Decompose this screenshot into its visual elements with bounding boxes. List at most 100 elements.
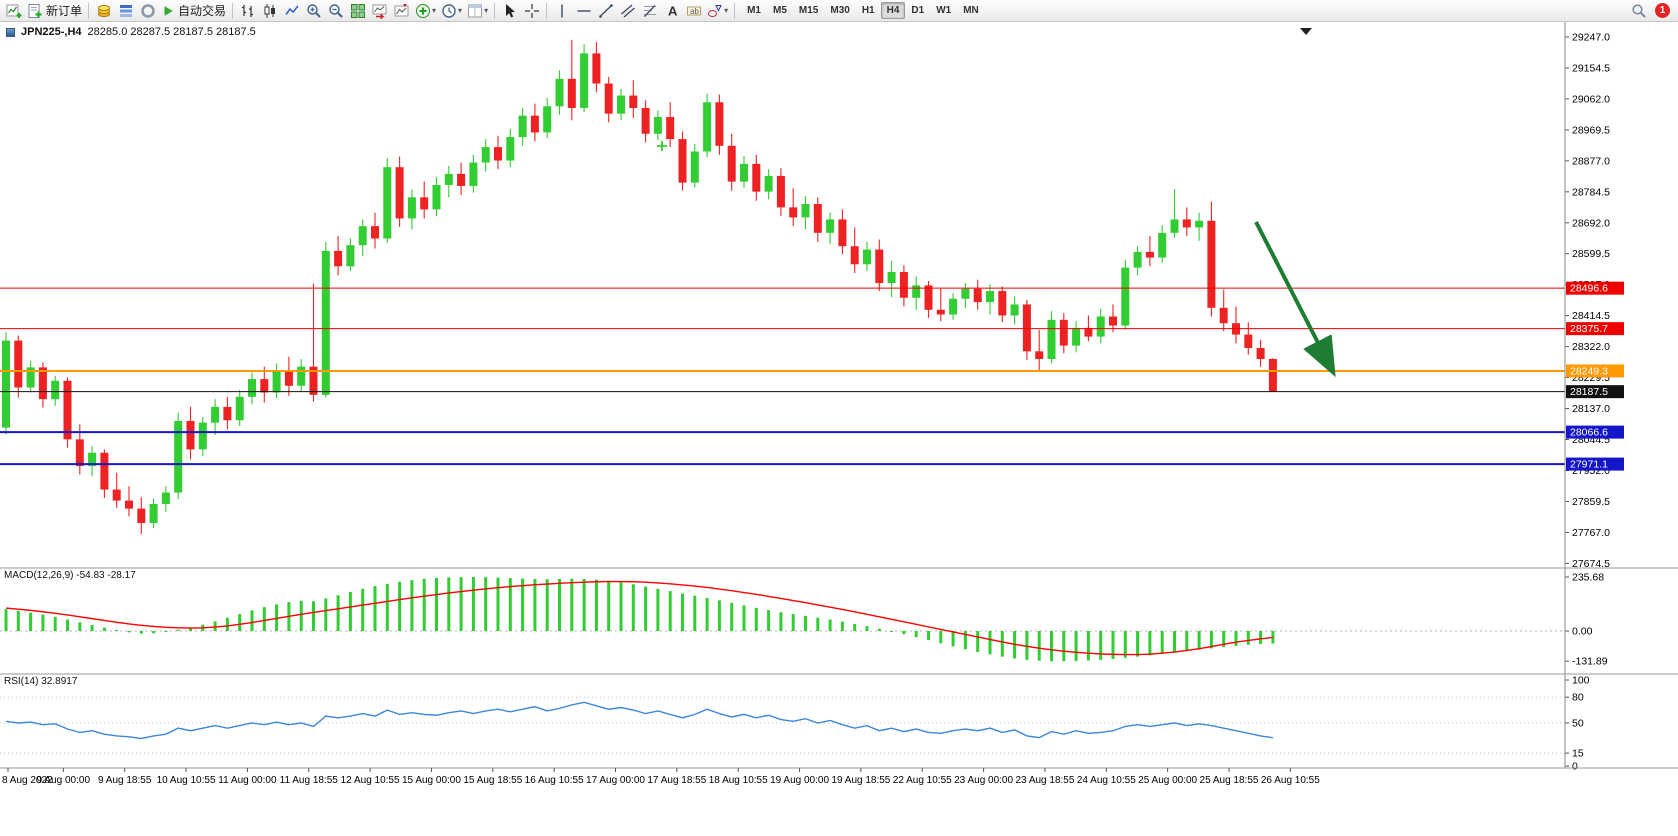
cursor-tool-button[interactable]	[499, 1, 520, 20]
svg-text:80: 80	[1572, 692, 1584, 704]
svg-text:25 Aug 18:55: 25 Aug 18:55	[1200, 775, 1259, 786]
new-order-button[interactable]: 新订单	[25, 1, 84, 20]
toolbar-separator	[734, 2, 736, 19]
svg-text:12 Aug 10:55: 12 Aug 10:55	[341, 775, 400, 786]
data-window-button[interactable]	[137, 1, 158, 20]
svg-text:29247.0: 29247.0	[1572, 32, 1610, 44]
fibonacci-tool-button[interactable]	[639, 1, 660, 20]
tile-windows-icon	[350, 3, 365, 18]
clock-icon	[442, 3, 456, 18]
zoom-in-button[interactable]	[303, 1, 324, 20]
line-chart-type-button[interactable]	[281, 1, 302, 20]
new-chart-button[interactable]	[3, 1, 24, 20]
svg-text:27859.5: 27859.5	[1572, 496, 1610, 508]
svg-text:28599.5: 28599.5	[1572, 248, 1610, 260]
horizontal-level-lines[interactable]	[0, 287, 1565, 466]
symbols-button[interactable]	[93, 1, 114, 20]
timeframe-button-m15[interactable]: M15	[798, 5, 819, 16]
bar-chart-type-button[interactable]	[237, 1, 258, 20]
timeframe-button-m5[interactable]: M5	[773, 5, 787, 16]
market-watch-icon	[119, 4, 132, 17]
new-order-label: 新订单	[46, 4, 83, 18]
text-tool-button[interactable]: A	[661, 1, 682, 20]
svg-text:28496.6: 28496.6	[1570, 283, 1608, 295]
chart-shift-button[interactable]	[391, 1, 412, 20]
svg-text:17 Aug 18:55: 17 Aug 18:55	[647, 775, 706, 786]
rsi-indicator-pane: 100 80 50 150	[0, 675, 1590, 773]
timeframe-button-d1[interactable]: D1	[911, 5, 925, 16]
svg-text:19 Aug 00:00: 19 Aug 00:00	[770, 775, 829, 786]
toolbar-separator	[546, 2, 548, 19]
svg-text:0.00: 0.00	[1572, 626, 1593, 638]
chart-area[interactable]: 29247.0 29154.5 29062.0 28969.5 28877.0 28784…	[0, 22, 1678, 836]
svg-text:11 Aug 00:00: 11 Aug 00:00	[218, 775, 277, 786]
svg-text:16 Aug 10:55: 16 Aug 10:55	[525, 775, 584, 786]
svg-text:26 Aug 10:55: 26 Aug 10:55	[1261, 775, 1320, 786]
cursor-icon	[505, 3, 515, 17]
chevron-down-icon: ▾	[458, 6, 463, 15]
timeframe-button-h4[interactable]: H4	[880, 2, 906, 19]
autotrading-label: 自动交易	[178, 4, 227, 18]
timeframe-button-m30[interactable]: M30	[830, 5, 850, 16]
macd-indicator-pane: 235.68 0.00 -131.89	[0, 572, 1608, 668]
vertical-line-tool-button[interactable]	[551, 1, 572, 20]
timeframe-button-m1[interactable]: M1	[747, 5, 761, 16]
candlestick-type-button[interactable]	[259, 1, 280, 20]
notification-badge[interactable]: 1	[1655, 3, 1670, 18]
trend-arrow-annotation[interactable]	[1254, 221, 1336, 378]
toolbar-separator	[232, 2, 234, 19]
zoom-out-button[interactable]	[325, 1, 346, 20]
macd-name: MACD(12,26,9)	[4, 570, 74, 581]
templates-button: ▾	[465, 1, 490, 20]
tile-windows-button[interactable]	[347, 1, 368, 20]
timeframe-button-w1[interactable]: W1	[936, 5, 952, 16]
timeframe-button-h1[interactable]: H1	[861, 5, 875, 16]
ohlc-bars-icon	[241, 4, 253, 17]
indicators-button[interactable]: ▾	[413, 1, 438, 20]
auto-scroll-icon	[372, 4, 387, 19]
trendline-tool-button[interactable]	[595, 1, 616, 20]
horizontal-line-tool-button[interactable]	[573, 1, 594, 20]
drawn-annotations[interactable]	[657, 28, 1336, 378]
data-window-icon	[140, 3, 155, 18]
svg-text:24 Aug 10:55: 24 Aug 10:55	[1077, 775, 1136, 786]
autotrading-button[interactable]: 自动交易	[159, 1, 228, 20]
macd-values: -54.83 -28.17	[76, 570, 136, 581]
svg-text:10 Aug 10:55: 10 Aug 10:55	[157, 775, 216, 786]
crosshair-icon	[524, 3, 539, 18]
svg-text:11 Aug 18:55: 11 Aug 18:55	[280, 775, 339, 786]
price-axis-labels[interactable]: 29247.0 29154.5 29062.0 28969.5 28877.0 28784…	[1572, 32, 1610, 570]
svg-text:-131.89: -131.89	[1572, 656, 1608, 668]
svg-text:100: 100	[1572, 675, 1590, 687]
svg-text:27767.0: 27767.0	[1572, 527, 1610, 539]
periods-button[interactable]: ▾	[439, 1, 464, 20]
svg-text:8 Aug 2022: 8 Aug 2022	[2, 775, 53, 786]
svg-text:27674.5: 27674.5	[1572, 558, 1610, 570]
svg-text:A: A	[668, 3, 678, 18]
rsi-name: RSI(14)	[4, 676, 39, 687]
new-chart-icon	[6, 4, 21, 18]
label-tool-button[interactable]: ab	[683, 1, 704, 20]
horizontal-line-icon	[577, 9, 591, 12]
svg-text:23 Aug 18:55: 23 Aug 18:55	[1015, 775, 1074, 786]
svg-text:17 Aug 00:00: 17 Aug 00:00	[586, 775, 645, 786]
chart-canvas[interactable]: 29247.0 29154.5 29062.0 28969.5 28877.0 28784…	[0, 22, 1678, 836]
search-button[interactable]	[1628, 1, 1649, 20]
svg-text:28249.3: 28249.3	[1570, 365, 1608, 377]
chevron-down-icon: ▾	[432, 6, 437, 15]
svg-text:28187.5: 28187.5	[1570, 386, 1608, 398]
chart-title: JPN225-,H4 28285.0 28287.5 28187.5 28187…	[6, 26, 256, 38]
timeframe-button-mn[interactable]: MN	[963, 5, 979, 16]
cross-marker-annotation[interactable]	[657, 141, 667, 151]
auto-scroll-button[interactable]	[369, 1, 390, 20]
svg-text:ab: ab	[690, 6, 699, 15]
chart-shift-icon	[394, 3, 409, 16]
rsi-label: RSI(14) 32.8917	[4, 676, 77, 687]
crosshair-tool-button[interactable]	[521, 1, 542, 20]
svg-text:9 Aug 18:55: 9 Aug 18:55	[98, 775, 152, 786]
channel-tool-button[interactable]	[617, 1, 638, 20]
timeframe-group: M1 M5 M15 M30 H1 H4 D1 W1 MN	[741, 2, 985, 19]
shapes-tool-button[interactable]: ▾	[705, 1, 730, 20]
market-watch-button[interactable]	[115, 1, 136, 20]
